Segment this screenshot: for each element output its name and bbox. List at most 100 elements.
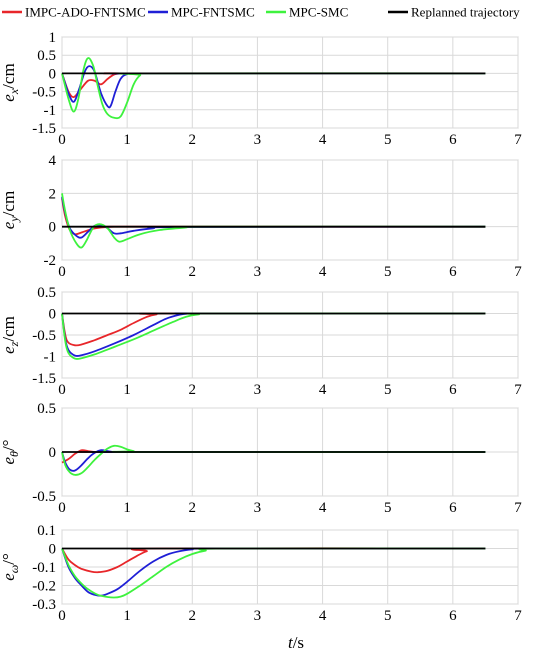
x-tick-label: 7 <box>514 264 522 280</box>
x-tick-label: 5 <box>384 132 392 148</box>
x-tick-label: 3 <box>254 132 262 148</box>
x-tick-label: 0 <box>58 382 66 398</box>
x-tick-label: 4 <box>319 608 327 624</box>
series-line <box>61 444 486 476</box>
series-line <box>61 72 486 99</box>
x-tick-label: 7 <box>514 500 522 516</box>
y-tick-label: 0 <box>49 66 57 82</box>
y-tick-label: 0 <box>49 220 57 236</box>
legend-label: Replanned trajectory <box>411 5 520 20</box>
x-tick-label: 5 <box>384 500 392 516</box>
y-axis-label: ez/cm <box>0 316 21 354</box>
x-tick-label: 2 <box>189 500 197 516</box>
x-tick-label: 1 <box>123 264 131 280</box>
legend-item: MPC-FNTSMC <box>148 5 255 20</box>
legend-item: IMPC-ADO-FNTSMC <box>2 5 146 20</box>
y-tick-label: -1.5 <box>32 121 56 137</box>
legend-label: MPC-FNTSMC <box>171 5 255 20</box>
y-tick-label: 0 <box>49 307 57 323</box>
y-tick-label: -0.5 <box>32 489 56 505</box>
series-line <box>61 193 486 249</box>
x-tick-label: 4 <box>319 382 327 398</box>
x-tick-label: 2 <box>189 132 197 148</box>
x-tick-label: 6 <box>449 608 457 624</box>
chart-panel: 10.50-0.5-1-1.50 1 2 3 4 5 6 7ex/cm <box>0 30 522 148</box>
y-tick-label: 0 <box>49 445 57 461</box>
series-line <box>61 65 486 109</box>
y-axis-label: ex/cm <box>0 63 21 101</box>
series-line <box>61 196 486 239</box>
x-tick-label: 1 <box>123 382 131 398</box>
y-tick-label: -0.3 <box>32 597 56 613</box>
x-tick-label: 3 <box>254 264 262 280</box>
chart-panel: 0.50-0.5-1-1.50 1 2 3 4 5 6 7ez/cm <box>0 285 522 398</box>
x-tick-label: 3 <box>254 382 262 398</box>
chart-panel: 0.10-0.1-0.2-0.30 1 2 3 4 5 6 7eω/° <box>0 523 522 624</box>
x-tick-label: 4 <box>319 500 327 516</box>
y-tick-label: 0.5 <box>37 401 56 417</box>
y-tick-label: -1.5 <box>32 371 56 387</box>
y-tick-label: 0.5 <box>37 285 56 301</box>
x-tick-label: 0 <box>58 264 66 280</box>
legend-item: MPC-SMC <box>266 5 348 20</box>
x-tick-label: 4 <box>319 132 327 148</box>
y-tick-label: -1 <box>44 350 57 366</box>
x-tick-label: 6 <box>449 382 457 398</box>
series-line <box>61 547 486 574</box>
y-tick-label: 0 <box>49 542 57 558</box>
x-tick-label: 2 <box>189 382 197 398</box>
y-tick-label: 0.5 <box>37 48 56 64</box>
chart-panel: 0.50-0.50 1 2 3 4 5 6 7eθ/° <box>0 401 522 516</box>
series-line <box>61 547 486 599</box>
x-tick-label: 3 <box>254 608 262 624</box>
series-line <box>61 547 486 597</box>
x-tick-label: 3 <box>254 500 262 516</box>
x-axis-label: t/s <box>288 633 304 652</box>
chart-panel: 420-20 1 2 3 4 5 6 7ey/cm <box>0 153 522 280</box>
x-tick-label: 1 <box>123 500 131 516</box>
series-line <box>61 57 486 120</box>
plot-frame <box>61 159 519 261</box>
legend: IMPC-ADO-FNTSMC MPC-FNTSMC MPC-SMC Replanne… <box>2 5 520 20</box>
plot-frame <box>61 36 519 129</box>
y-tick-label: -0.5 <box>32 85 56 101</box>
x-tick-label: 5 <box>384 608 392 624</box>
legend-label: IMPC-ADO-FNTSMC <box>25 5 146 20</box>
y-tick-label: -0.5 <box>32 328 56 344</box>
series-line <box>61 312 486 360</box>
y-tick-label: 0.1 <box>37 523 56 539</box>
series-line <box>61 198 486 236</box>
x-tick-label: 5 <box>384 382 392 398</box>
y-tick-label: 1 <box>49 30 57 46</box>
y-tick-label: 4 <box>49 153 57 169</box>
x-tick-label: 7 <box>514 132 522 148</box>
x-tick-label: 4 <box>319 264 327 280</box>
x-tick-label: 6 <box>449 132 457 148</box>
x-tick-label: 7 <box>514 608 522 624</box>
y-tick-label: 2 <box>49 186 57 202</box>
y-tick-label: -0.2 <box>32 579 56 595</box>
y-tick-label: -0.1 <box>32 560 56 576</box>
x-tick-label: 2 <box>189 608 197 624</box>
x-tick-label: 1 <box>123 132 131 148</box>
y-tick-label: -2 <box>44 253 57 269</box>
y-axis-label: ey/cm <box>0 191 21 229</box>
y-axis-label: eθ/° <box>0 440 21 465</box>
legend-label: MPC-SMC <box>289 5 348 20</box>
x-tick-label: 0 <box>58 500 66 516</box>
y-tick-label: -1 <box>44 103 57 119</box>
x-tick-label: 0 <box>58 132 66 148</box>
x-tick-label: 6 <box>449 500 457 516</box>
series-line <box>61 312 486 347</box>
x-tick-label: 7 <box>514 382 522 398</box>
x-tick-label: 6 <box>449 264 457 280</box>
x-tick-label: 0 <box>58 608 66 624</box>
x-tick-label: 1 <box>123 608 131 624</box>
x-tick-label: 2 <box>189 264 197 280</box>
series-line <box>61 449 486 472</box>
legend-item: Replanned trajectory <box>388 5 520 20</box>
x-tick-label: 5 <box>384 264 392 280</box>
y-axis-label: eω/° <box>0 553 21 581</box>
